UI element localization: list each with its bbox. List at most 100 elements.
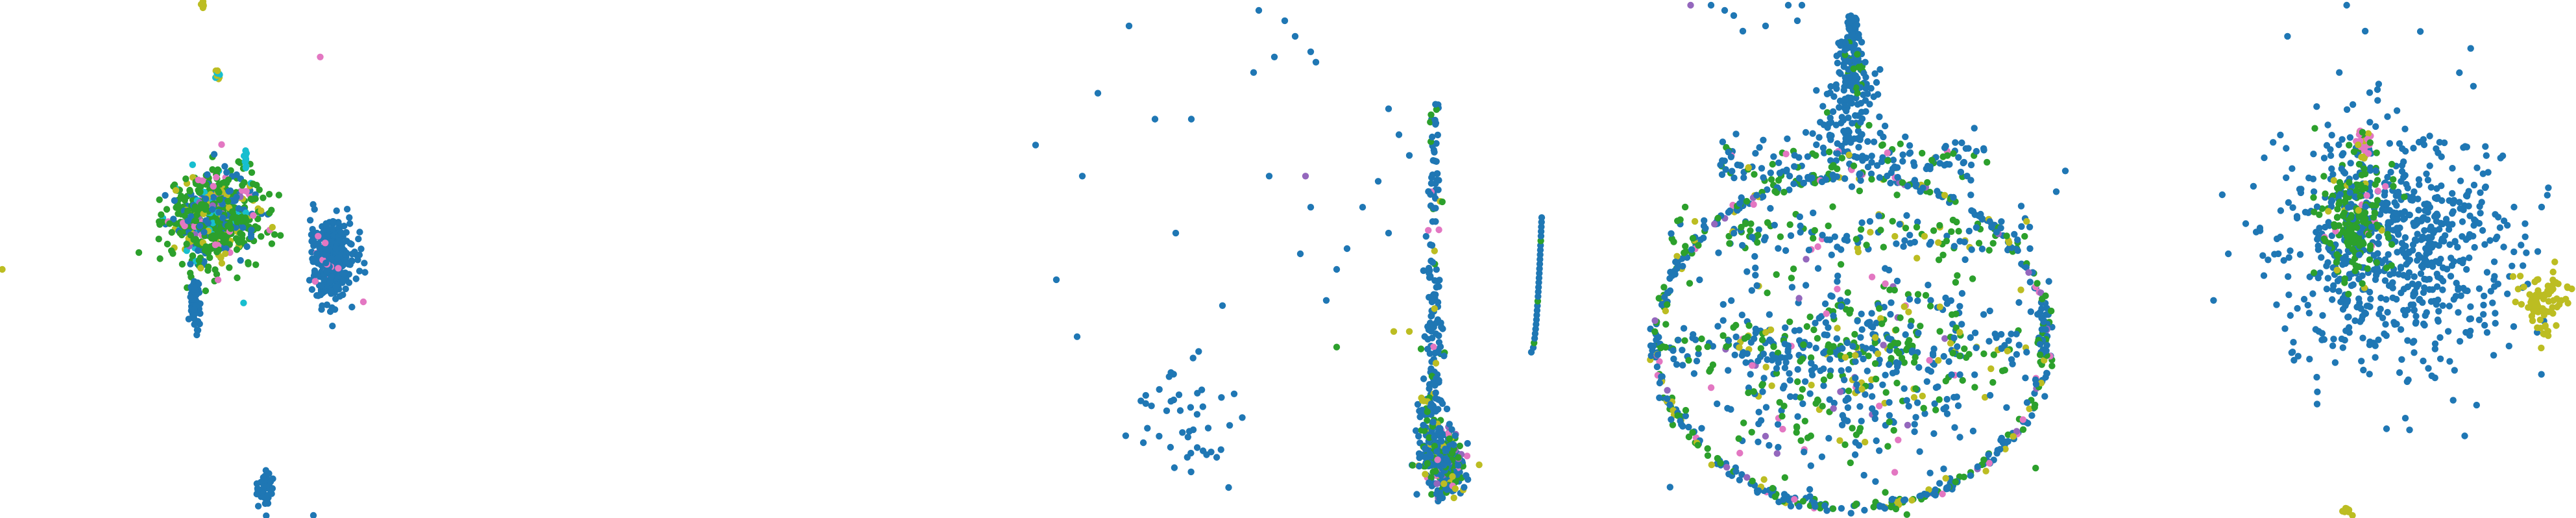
scatter-point [1971, 371, 1978, 378]
scatter-point [346, 220, 354, 227]
scatter-point [1869, 393, 1876, 400]
scatter-point [186, 188, 193, 195]
scatter-point [176, 229, 184, 237]
scatter-point [310, 512, 317, 518]
scatter-point [1814, 243, 1821, 251]
scatter-point [1689, 234, 1697, 242]
scatter-point [1827, 367, 1834, 375]
scatter-point [1673, 361, 1681, 368]
scatter-point [1901, 237, 1908, 244]
scatter-point [1793, 423, 1801, 430]
scatter-point [1739, 27, 1747, 35]
scatter-point [2313, 203, 2321, 210]
scatter-point [1893, 368, 1900, 375]
scatter-point [1823, 310, 1830, 317]
scatter-point [2343, 106, 2351, 113]
scatter-point [2287, 312, 2294, 319]
scatter-point [1829, 171, 1836, 179]
scatter-point [2490, 258, 2498, 265]
scatter-point [2431, 340, 2439, 347]
scatter-point [2359, 312, 2366, 320]
scatter-point [2520, 283, 2527, 291]
scatter-point [1422, 445, 1429, 452]
scatter-point [2523, 249, 2530, 256]
scatter-point [1755, 420, 1762, 428]
scatter-point [2533, 276, 2541, 284]
scatter-point [2491, 273, 2498, 280]
scatter-point [1825, 435, 1832, 442]
scatter-point [1078, 173, 1086, 180]
scatter-point [2450, 197, 2458, 204]
scatter-point [1702, 225, 1709, 232]
scatter-point [348, 303, 356, 311]
scatter-point [1768, 338, 1775, 345]
scatter-point [328, 255, 335, 262]
scatter-point [2382, 207, 2390, 214]
scatter-point [242, 164, 249, 171]
scatter-point [2290, 339, 2297, 346]
scatter-point [1385, 229, 1392, 237]
scatter-point [2425, 234, 2433, 241]
scatter-point [156, 196, 163, 203]
scatter-point [2479, 227, 2486, 234]
scatter-point [1870, 93, 1877, 101]
scatter-point [1662, 343, 1670, 351]
scatter-point [2021, 232, 2028, 240]
scatter-point [1864, 164, 1872, 171]
scatter-point [1836, 104, 1843, 111]
scatter-point [156, 218, 163, 225]
scatter-point [263, 512, 270, 518]
scatter-point [2512, 299, 2519, 306]
scatter-point [1649, 342, 1657, 350]
scatter-point [1905, 308, 1912, 315]
scatter-point [1426, 479, 1433, 486]
scatter-point [1156, 432, 1163, 440]
scatter-point [2490, 352, 2497, 359]
scatter-point [1333, 343, 1341, 351]
scatter-point [1841, 354, 1849, 361]
scatter-point [1436, 495, 1443, 502]
scatter-point [1743, 197, 1751, 205]
scatter-point [1163, 407, 1171, 414]
scatter-point [1189, 354, 1197, 362]
scatter-point [1670, 238, 1677, 245]
scatter-point [1858, 386, 1865, 393]
scatter-point [2335, 201, 2342, 208]
scatter-point [2341, 279, 2348, 286]
scatter-point [1986, 307, 1993, 315]
scatter-point [1794, 365, 1801, 373]
scatter-point [2366, 288, 2374, 296]
scatter-point [2366, 167, 2374, 174]
scatter-point [1899, 179, 1906, 186]
scatter-point [2428, 259, 2435, 266]
scatter-point [2549, 277, 2557, 284]
scatter-point [2225, 250, 2232, 258]
scatter-point [1834, 243, 1841, 251]
scatter-point [1432, 360, 1440, 367]
scatter-point [1916, 448, 1923, 455]
scatter-point [2426, 132, 2433, 140]
scatter-point [1744, 268, 1751, 275]
scatter-point [2398, 167, 2406, 175]
scatter-point [1897, 314, 1904, 321]
scatter-point [2427, 184, 2435, 191]
scatter-point [2406, 426, 2413, 434]
scatter-point [1920, 404, 1927, 412]
scatter-point [254, 486, 261, 493]
scatter-point [1841, 74, 1849, 81]
scatter-point [2011, 230, 2018, 238]
scatter-point [1902, 133, 1909, 140]
scatter-point [1868, 310, 1875, 317]
scatter-point [1695, 351, 1702, 358]
scatter-point [1952, 324, 1960, 332]
scatter-point [1739, 241, 1746, 249]
scatter-point [196, 223, 204, 230]
scatter-point [1725, 232, 1732, 240]
scatter-point [1886, 286, 1893, 293]
scatter-point [1943, 300, 1951, 307]
scatter-point [1854, 135, 1861, 142]
scatter-point [1837, 261, 1845, 268]
scatter-point [1912, 413, 1919, 421]
scatter-point [1651, 317, 1659, 325]
scatter-point [1735, 435, 1742, 442]
